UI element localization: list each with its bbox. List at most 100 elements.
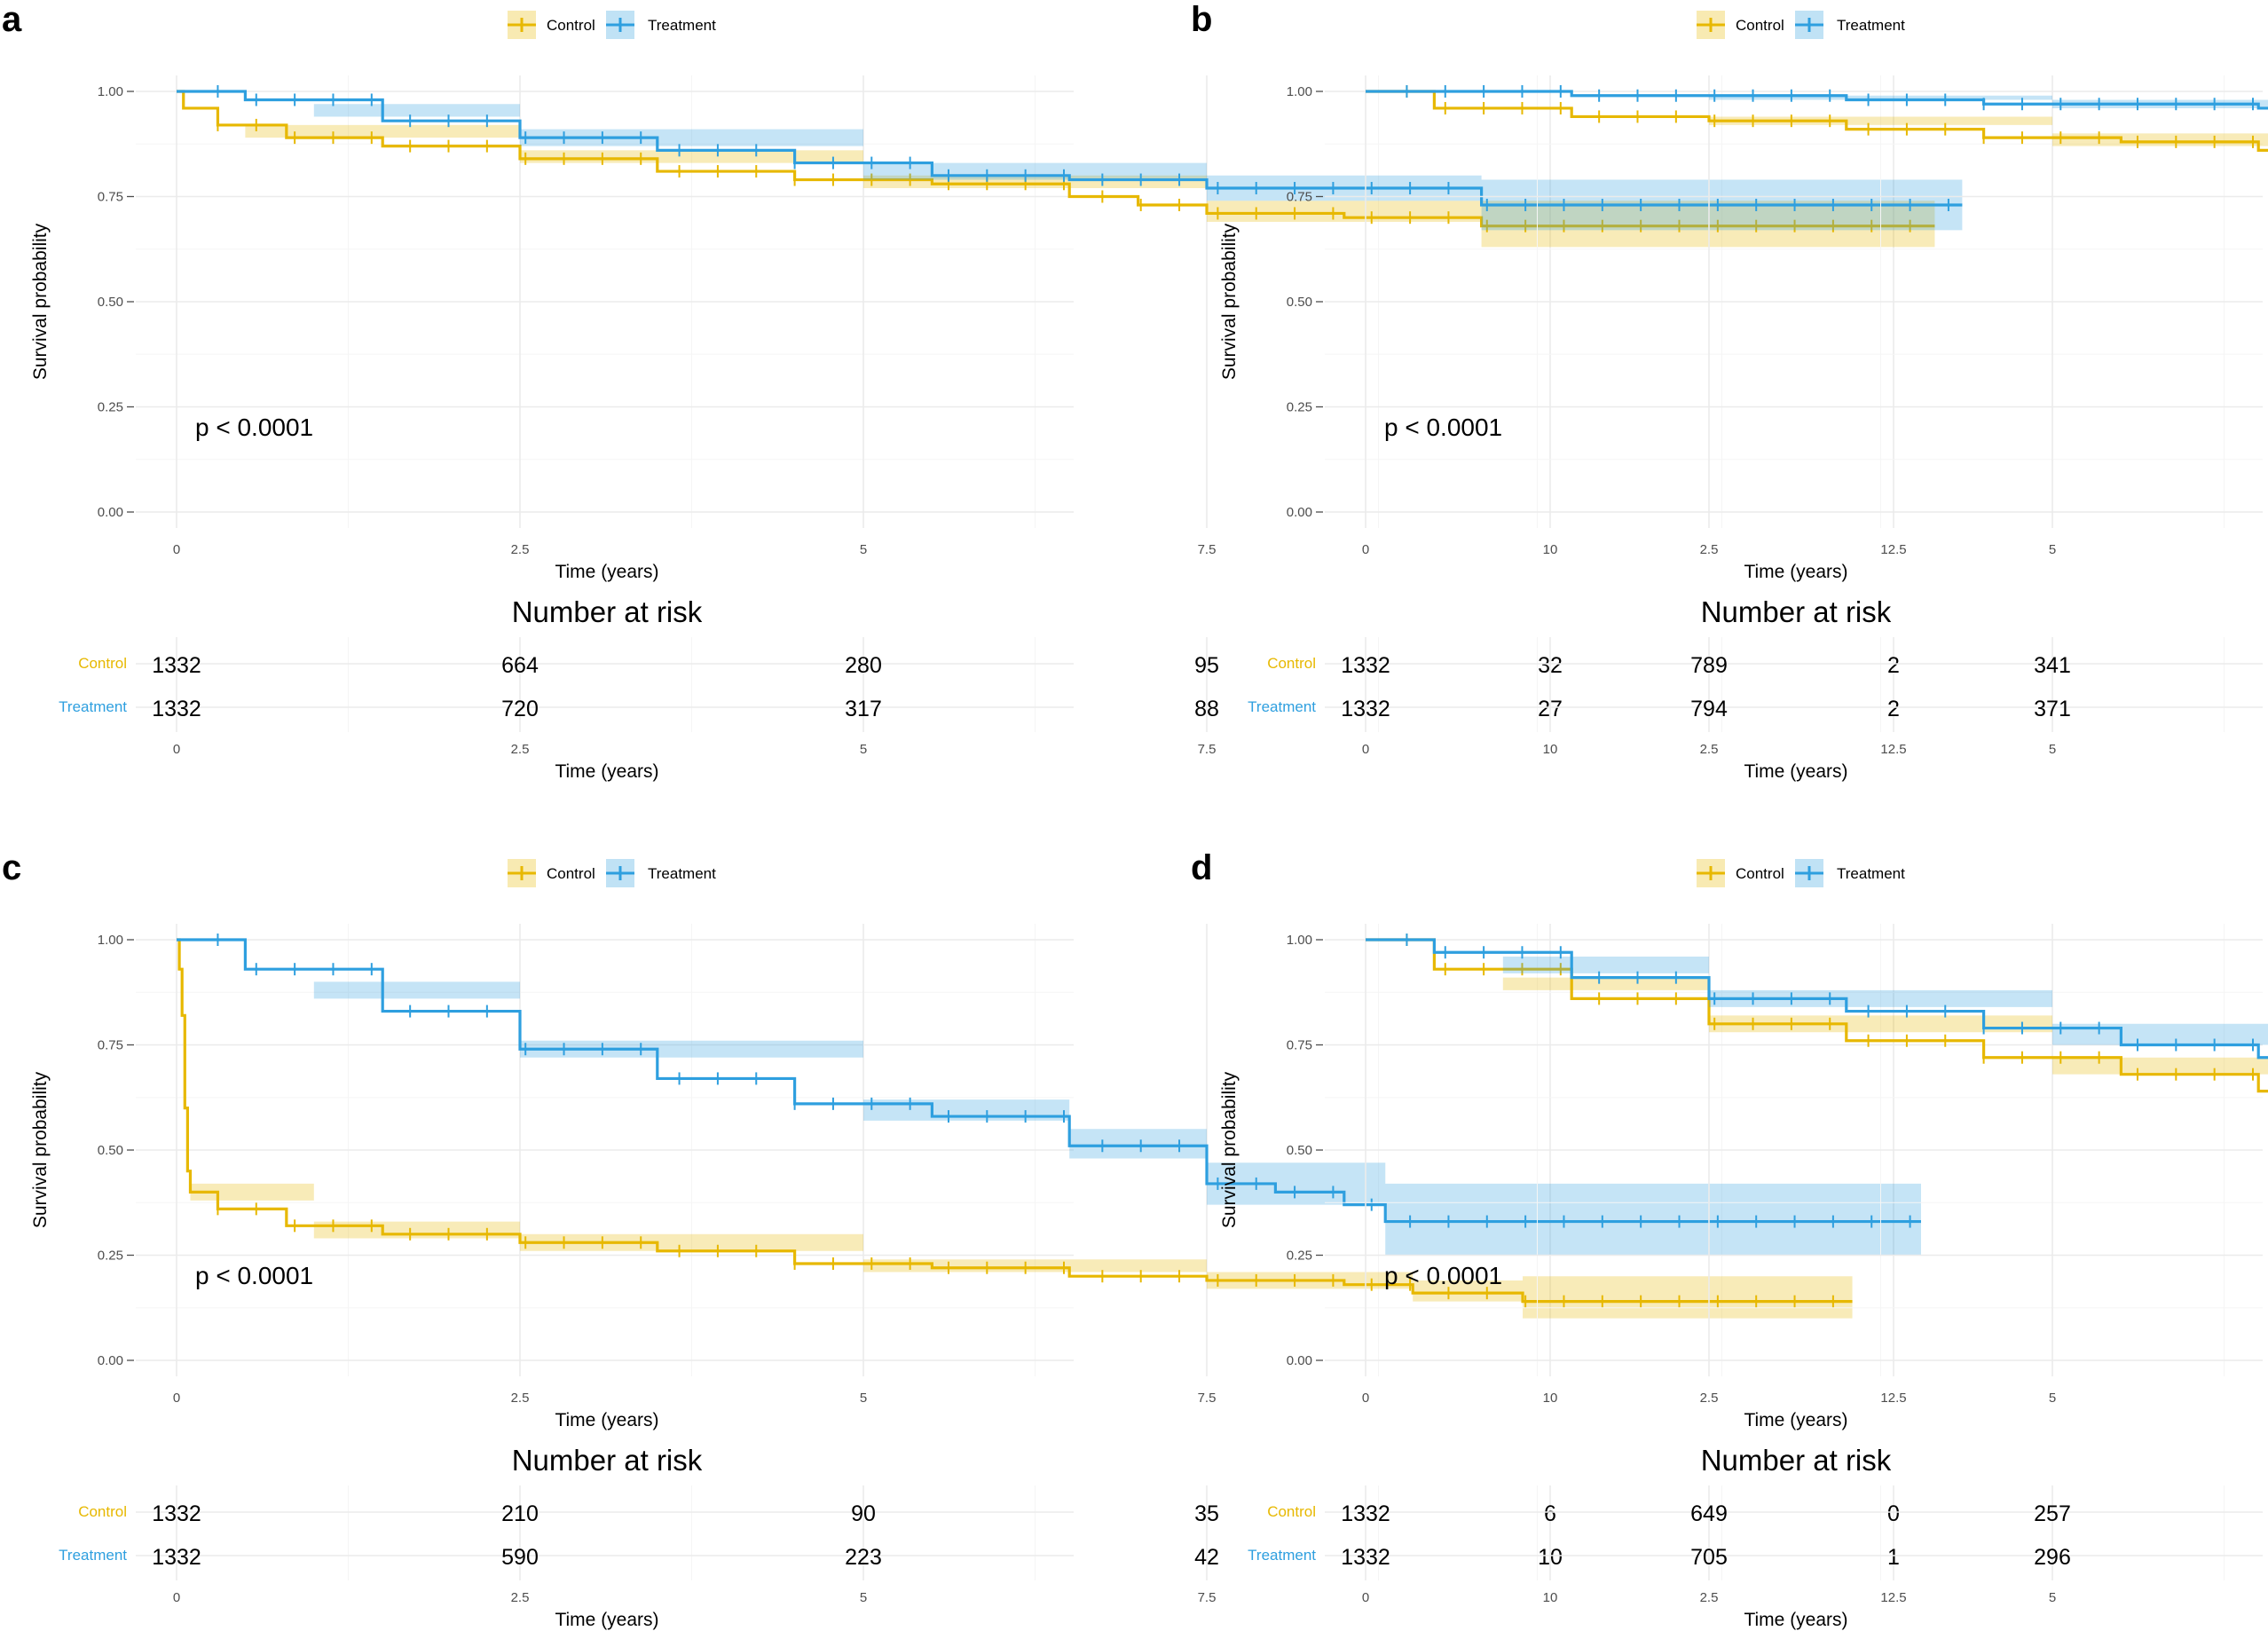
control-ci-band (1366, 940, 2268, 1075)
y-tick-label: 0.50 (98, 1143, 123, 1158)
risk-count-treatment: 27 (1538, 697, 1563, 721)
y-tick-label: 0.50 (1287, 1143, 1312, 1158)
legend-control-label: Control (547, 865, 595, 882)
risk-count-control: 2 (1887, 653, 1900, 678)
risk-count-control: 789 (1690, 653, 1728, 678)
treatment-ci-band (177, 940, 1921, 1256)
risk-count-control: 664 (501, 653, 539, 678)
risk-row-label-control: Control (78, 655, 127, 672)
risk-time-label: 10 (1543, 1590, 1558, 1605)
risk-time-label: 5 (2049, 742, 2056, 757)
y-tick-label: 0.25 (98, 400, 123, 415)
risk-count-treatment: 317 (845, 697, 882, 721)
risk-time-label: 5 (860, 742, 867, 757)
x-tick-label: 12.5 (1880, 1391, 1906, 1406)
y-axis-title: Survival probability (30, 223, 51, 380)
y-tick-label: 1.00 (98, 84, 123, 99)
y-tick-label: 1.00 (1287, 84, 1312, 99)
p-value: p < 0.0001 (195, 1262, 313, 1289)
risk-count-control: 280 (845, 653, 882, 678)
panel-a: a Control Treatment 0.00 0.25 0.50 0.75 1.00 0 2.… (2, 0, 1963, 782)
legend: Control Treatment (1697, 11, 1905, 39)
legend: Control Treatment (1697, 859, 1905, 887)
y-tick-label: 0.25 (1287, 1249, 1312, 1264)
risk-count-treatment: 42 (1194, 1545, 1219, 1570)
y-tick-label: 0.75 (98, 1038, 123, 1053)
risk-time-label: 0 (1362, 742, 1369, 757)
risk-count-treatment: 296 (2034, 1545, 2071, 1570)
risk-x-axis-title: Time (years) (555, 761, 658, 782)
treatment-survival-curve (1366, 938, 2268, 1060)
risk-x-axis-title: Time (years) (1744, 1610, 1847, 1630)
risk-count-treatment: 1332 (1341, 1545, 1390, 1570)
risk-time-label: 12.5 (1880, 742, 1906, 757)
control-censor-marks (217, 1202, 1834, 1308)
y-tick-label: 0.25 (98, 1249, 123, 1264)
risk-count-treatment: 794 (1690, 697, 1728, 721)
risk-count-control: 90 (851, 1501, 876, 1526)
risk-count-treatment: 705 (1690, 1545, 1728, 1570)
y-tick-label: 0.50 (98, 295, 123, 310)
y-tick-label: 0.25 (1287, 400, 1312, 415)
panel-letter: b (1191, 0, 1212, 39)
risk-row-label-control: Control (1267, 655, 1316, 672)
control-censor-marks (217, 118, 1911, 232)
treatment-censor-marks (1406, 85, 2255, 111)
risk-count-treatment: 1332 (152, 697, 201, 721)
control-ci-band (177, 91, 1935, 248)
risk-count-treatment: 1 (1887, 1545, 1900, 1570)
x-tick-label: 7.5 (1198, 1391, 1217, 1406)
risk-count-control: 1332 (152, 1501, 201, 1526)
risk-count-treatment: 10 (1538, 1545, 1563, 1570)
risk-count-control: 649 (1690, 1501, 1728, 1526)
risk-count-control: 6 (1544, 1501, 1556, 1526)
x-axis-title: Time (years) (555, 1410, 658, 1430)
control-survival-curve (1366, 938, 2268, 1093)
x-tick-label: 5 (860, 542, 867, 557)
x-tick-label: 7.5 (1198, 542, 1217, 557)
risk-time-label: 7.5 (1198, 1590, 1217, 1605)
risk-time-label: 2.5 (511, 1590, 530, 1605)
y-tick-label: 0.75 (98, 190, 123, 205)
legend-control-label: Control (1736, 865, 1784, 882)
x-tick-label: 12.5 (1880, 542, 1906, 557)
risk-count-control: 1332 (1341, 653, 1390, 678)
x-tick-label: 2.5 (1700, 1391, 1719, 1406)
risk-count-control: 1332 (152, 653, 201, 678)
treatment-censor-marks (217, 85, 1949, 211)
x-tick-label: 0 (173, 542, 180, 557)
control-survival-curve (1366, 90, 2268, 152)
y-axis-title: Survival probability (30, 1071, 51, 1228)
x-tick-label: 5 (2049, 1391, 2056, 1406)
legend-treatment-label: Treatment (648, 17, 716, 34)
risk-count-control: 95 (1194, 653, 1219, 678)
x-tick-label: 0 (1362, 542, 1369, 557)
x-tick-label: 2.5 (1700, 542, 1719, 557)
risk-time-label: 0 (173, 742, 180, 757)
risk-count-control: 35 (1194, 1501, 1219, 1526)
risk-row-label-control: Control (78, 1503, 127, 1520)
x-tick-label: 5 (2049, 542, 2056, 557)
x-axis-title: Time (years) (555, 562, 658, 582)
risk-time-label: 2.5 (1700, 1590, 1719, 1605)
risk-time-label: 5 (2049, 1590, 2056, 1605)
risk-table-title: Number at risk (512, 595, 703, 628)
risk-count-treatment: 1332 (152, 1545, 201, 1570)
risk-row-label-treatment: Treatment (1248, 698, 1316, 715)
risk-x-axis-title: Time (years) (1744, 761, 1847, 782)
y-tick-label: 0.00 (1287, 1353, 1312, 1368)
risk-table-title: Number at risk (1701, 595, 1892, 628)
y-tick-label: 0.50 (1287, 295, 1312, 310)
panel-c: c Control Treatment 0.00 0.25 0.50 0.75 1.00 0 2.… (2, 848, 1921, 1630)
risk-count-control: 32 (1538, 653, 1563, 678)
p-value: p < 0.0001 (1384, 414, 1502, 441)
p-value: p < 0.0001 (195, 414, 313, 441)
treatment-survival-curve (177, 938, 1921, 1224)
risk-time-label: 2.5 (1700, 742, 1719, 757)
treatment-censor-marks (217, 934, 1911, 1228)
x-tick-label: 0 (1362, 1391, 1369, 1406)
risk-time-label: 2.5 (511, 742, 530, 757)
risk-time-label: 10 (1543, 742, 1558, 757)
legend: Control Treatment (508, 859, 716, 887)
